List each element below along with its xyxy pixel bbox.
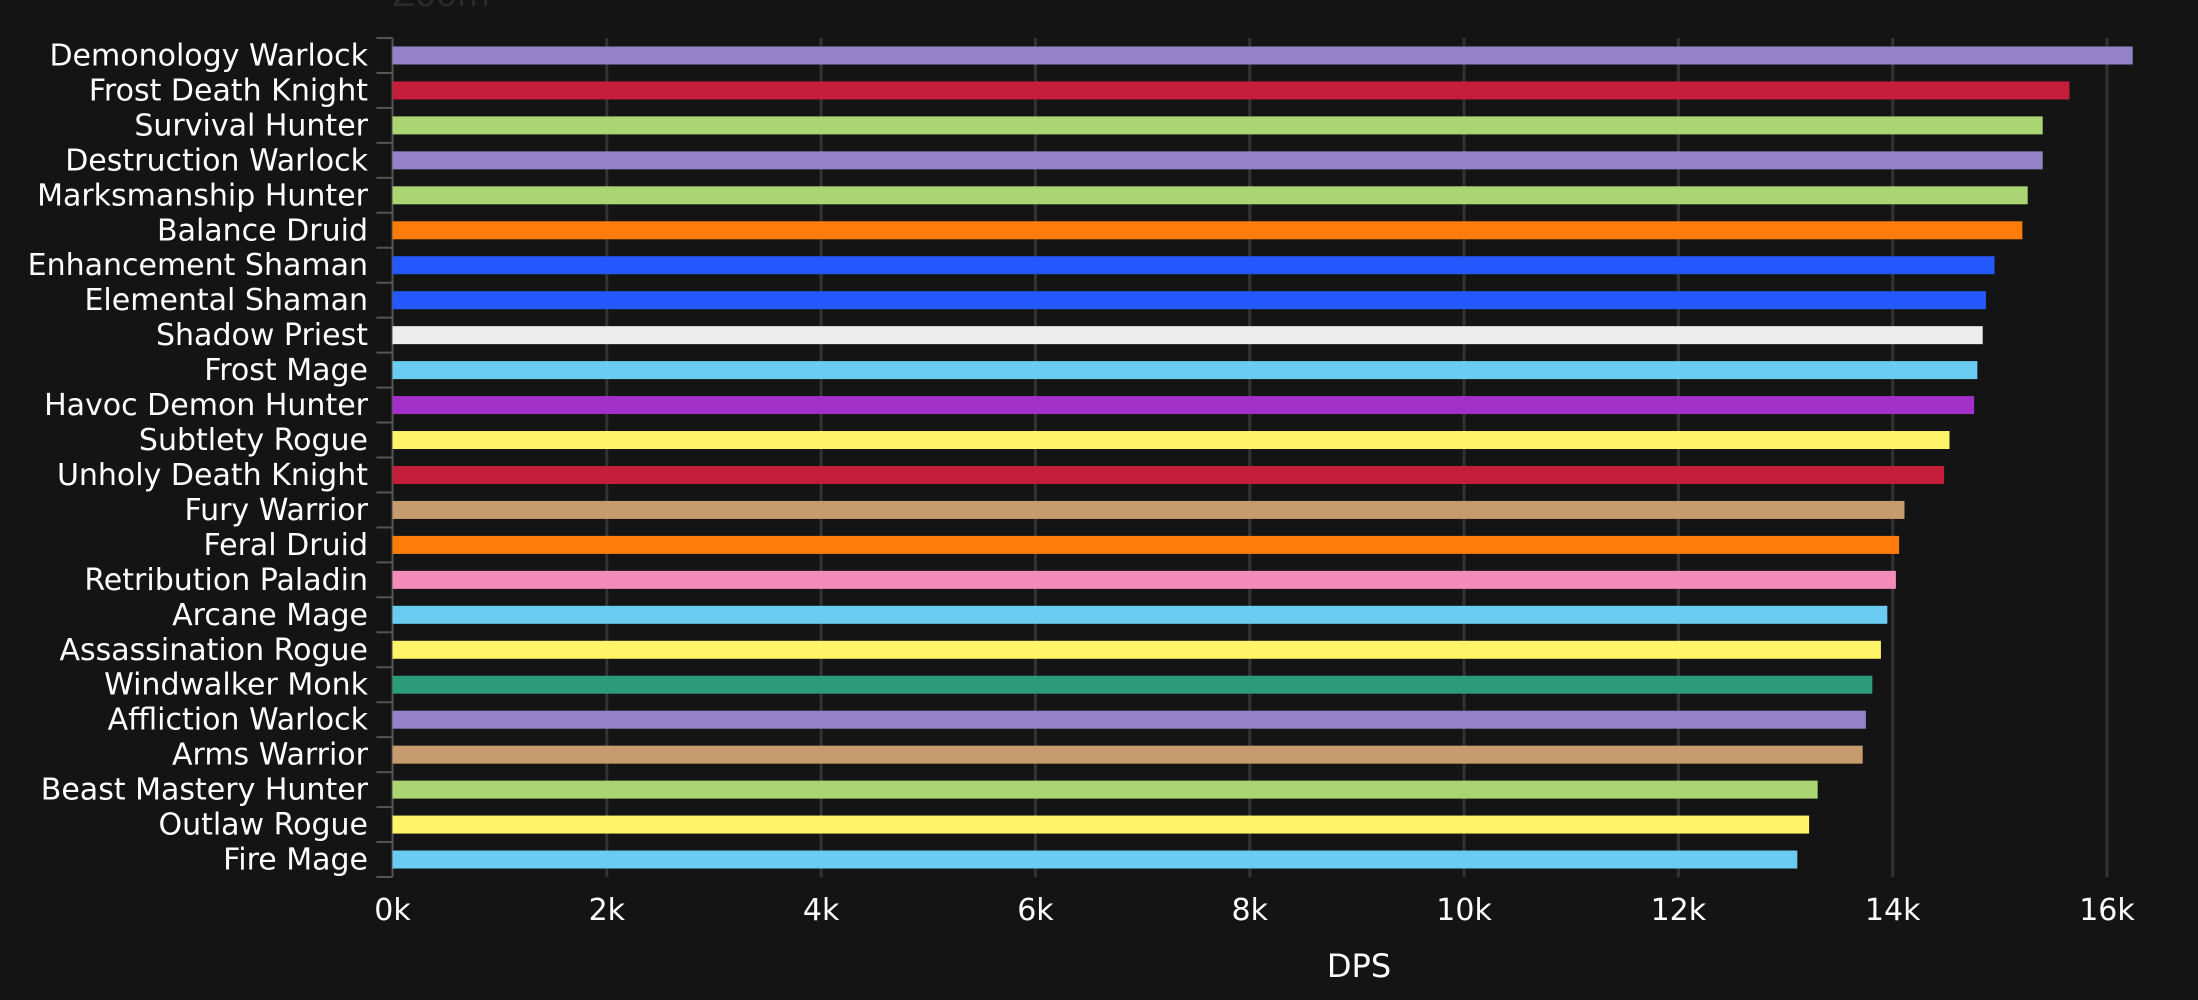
bar[interactable]: [392, 291, 1986, 310]
bar[interactable]: [392, 745, 1863, 764]
category-label: Balance Druid: [157, 213, 368, 248]
bar[interactable]: [392, 605, 1888, 624]
category-label: Arcane Mage: [172, 598, 368, 633]
category-label: Assassination Rogue: [59, 633, 368, 668]
bar[interactable]: [392, 326, 1983, 345]
category-label: Feral Druid: [204, 528, 369, 563]
category-label: Destruction Warlock: [65, 143, 368, 178]
x-axis-title: DPS: [1327, 947, 1391, 985]
category-label: Survival Hunter: [134, 108, 368, 143]
category-label: Demonology Warlock: [49, 38, 368, 73]
x-tick-label: 6k: [1017, 893, 1054, 928]
category-label: Frost Death Knight: [89, 73, 368, 108]
category-label: Beast Mastery Hunter: [41, 773, 369, 808]
x-tick-label: 16k: [2079, 893, 2135, 928]
bar[interactable]: [392, 116, 2043, 135]
bar[interactable]: [392, 221, 2023, 240]
bar[interactable]: [392, 186, 2028, 205]
bar[interactable]: [392, 780, 1818, 799]
bar[interactable]: [392, 256, 1995, 275]
x-tick-label: 2k: [589, 893, 626, 928]
category-label: Enhancement Shaman: [28, 248, 368, 283]
bar[interactable]: [392, 570, 1896, 589]
category-label: Marksmanship Hunter: [37, 178, 369, 213]
x-tick-labels: 0k 2k 4k 6k 8k 10k 12k 14k 16k: [374, 893, 2135, 928]
x-tick-label: 4k: [803, 893, 840, 928]
bar[interactable]: [392, 850, 1798, 869]
bar[interactable]: [392, 396, 1975, 415]
bar[interactable]: [392, 640, 1881, 659]
bar[interactable]: [392, 535, 1900, 554]
bar[interactable]: [392, 361, 1978, 380]
x-tick-label: 8k: [1232, 893, 1269, 928]
category-label: Elemental Shaman: [84, 283, 368, 318]
category-label: Windwalker Monk: [104, 668, 369, 703]
grid-lines: [376, 37, 2109, 878]
category-label: Frost Mage: [204, 353, 368, 388]
bars: [392, 46, 2133, 869]
x-tick-label: 12k: [1651, 893, 1707, 928]
bar[interactable]: [392, 465, 1945, 484]
category-label: Unholy Death Knight: [57, 458, 368, 493]
bar[interactable]: [392, 431, 1950, 450]
category-label: Fury Warrior: [184, 493, 368, 528]
x-tick-label: 10k: [1436, 893, 1492, 928]
x-tick-label: 14k: [1865, 893, 1921, 928]
category-label: Havoc Demon Hunter: [44, 388, 369, 423]
bar[interactable]: [392, 81, 2070, 100]
bar[interactable]: [392, 675, 1873, 694]
bar[interactable]: [392, 710, 1866, 729]
zoom-label[interactable]: Zoom: [392, 0, 490, 15]
category-label: Subtlety Rogue: [139, 423, 368, 458]
category-label: Outlaw Rogue: [158, 808, 368, 843]
bar[interactable]: [392, 46, 2133, 65]
bar[interactable]: [392, 151, 2043, 170]
x-tick-label: 0k: [374, 893, 411, 928]
category-label: Retribution Paladin: [84, 563, 368, 598]
category-label: Affliction Warlock: [108, 703, 369, 738]
bar[interactable]: [392, 815, 1810, 834]
category-label: Arms Warrior: [172, 738, 369, 773]
category-label: Fire Mage: [223, 843, 368, 878]
category-label: Shadow Priest: [156, 318, 368, 353]
bar[interactable]: [392, 500, 1905, 519]
